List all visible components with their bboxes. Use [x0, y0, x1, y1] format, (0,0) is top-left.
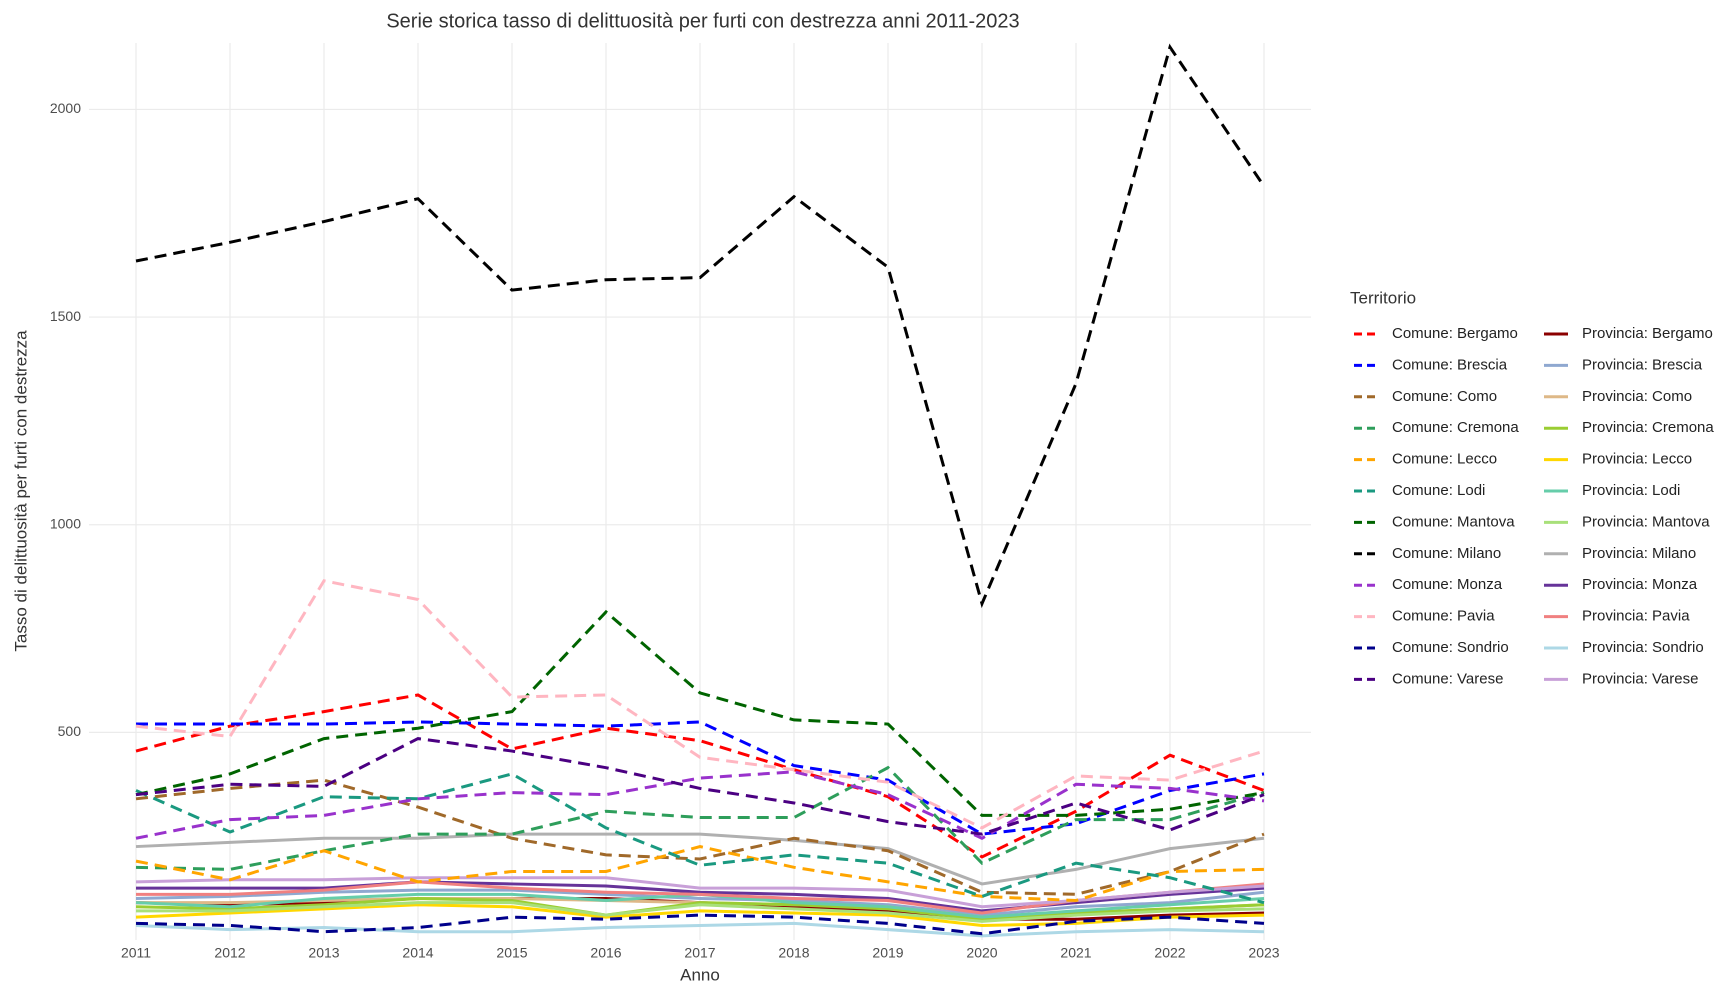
legend-label: Comune: Bergamo — [1392, 325, 1518, 342]
series-line — [135, 896, 1265, 921]
x-tick-label: 2016 — [590, 945, 621, 961]
legend-label: Provincia: Sondrio — [1582, 639, 1704, 656]
x-tick-label: 2021 — [1060, 945, 1091, 961]
legend-label: Comune: Sondrio — [1392, 639, 1509, 656]
series-line — [136, 901, 1265, 923]
series-line — [135, 921, 1265, 938]
legend-label: Provincia: Varese — [1582, 670, 1698, 687]
chart-title: Serie storica tasso di delittuosità per … — [386, 10, 1019, 32]
x-axis-title: Anno — [680, 965, 720, 984]
x-tick-label: 2014 — [402, 945, 433, 961]
legend-label: Comune: Monza — [1392, 576, 1503, 593]
legend-label: Comune: Milano — [1392, 545, 1501, 562]
x-tick-label: 2019 — [872, 945, 903, 961]
legend-label: Provincia: Brescia — [1582, 356, 1703, 373]
series-line — [135, 903, 1265, 927]
legend-label: Provincia: Milano — [1582, 545, 1696, 562]
series-line — [135, 43, 1266, 609]
series-line — [135, 845, 1265, 903]
series-line — [135, 765, 1265, 871]
series-line — [135, 913, 1265, 936]
legend-label: Comune: Como — [1392, 388, 1497, 405]
x-tick-label: 2013 — [308, 945, 339, 961]
legend-label: Comune: Lodi — [1392, 482, 1485, 499]
series-line — [135, 770, 1265, 840]
legend-label: Comune: Cremona — [1392, 419, 1519, 436]
series-line — [135, 737, 1265, 836]
series-line — [135, 772, 1265, 905]
series-line — [135, 832, 1265, 886]
series-line — [135, 579, 1265, 830]
y-tick-label: 500 — [58, 723, 82, 739]
legend-label: Provincia: Lecco — [1582, 451, 1692, 468]
series-line — [135, 693, 1265, 859]
x-tick-label: 2018 — [778, 945, 809, 961]
legend-label: Comune: Brescia — [1392, 356, 1508, 373]
legend-label: Provincia: Lodi — [1582, 482, 1680, 499]
legend-label: Provincia: Cremona — [1582, 419, 1714, 436]
x-tick-label: 2023 — [1248, 945, 1279, 961]
x-tick-label: 2020 — [966, 945, 997, 961]
legend-label: Provincia: Pavia — [1582, 608, 1690, 625]
legend-label: Comune: Lecco — [1392, 451, 1497, 468]
series-line — [135, 888, 1265, 917]
y-axis-title: Tasso di delittuosità per furti con dest… — [11, 330, 30, 652]
x-tick-label: 2022 — [1154, 945, 1185, 961]
series-line — [135, 778, 1265, 896]
legend-label: Provincia: Como — [1582, 388, 1692, 405]
x-tick-label: 2011 — [121, 945, 151, 961]
series-line — [135, 609, 1265, 817]
legend-label: Comune: Varese — [1392, 670, 1503, 687]
series-line — [136, 880, 1265, 913]
legend-label: Provincia: Bergamo — [1582, 325, 1713, 342]
x-tick-label: 2015 — [496, 945, 527, 961]
legend-label: Provincia: Mantova — [1582, 513, 1710, 530]
legend-label: Comune: Mantova — [1392, 513, 1515, 530]
legend-title: Territorio — [1350, 288, 1416, 307]
y-tick-label: 1500 — [50, 308, 81, 324]
y-tick-label: 2000 — [50, 100, 81, 116]
legend-label: Provincia: Monza — [1582, 576, 1698, 593]
x-tick-label: 2017 — [684, 945, 715, 961]
legend-label: Comune: Pavia — [1392, 608, 1495, 625]
y-tick-label: 1000 — [50, 515, 81, 531]
x-tick-label: 2012 — [214, 945, 245, 961]
